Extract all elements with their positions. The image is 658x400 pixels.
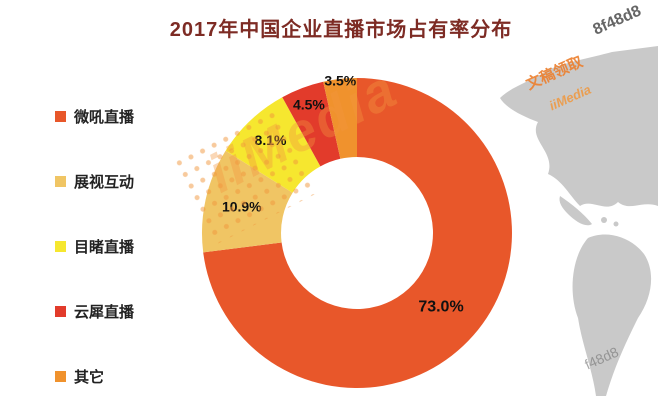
slice-value-label-2: 8.1%: [255, 132, 287, 148]
legend-swatch: [55, 371, 66, 382]
legend-item-label: 其它: [74, 369, 105, 386]
slice-value-label-3: 4.5%: [293, 97, 325, 113]
legend-item-label: 微吼直播: [74, 109, 135, 126]
legend-swatch: [55, 176, 66, 187]
legend-item: 其它: [55, 366, 134, 387]
legend-swatch: [55, 241, 66, 252]
world-map-silhouette: [500, 46, 658, 396]
slice-value-label-0: 73.0%: [418, 298, 463, 315]
legend-item-label: 展视互动: [74, 174, 135, 191]
donut-slice-0: [203, 78, 512, 389]
donut-slices: [201, 77, 512, 389]
legend-item: 目睹直播: [55, 236, 134, 257]
legend-item: 展视互动: [55, 171, 134, 192]
legend-item-label: 目睹直播: [74, 239, 135, 256]
map-island: [613, 221, 619, 227]
legend-item: 微吼直播: [55, 106, 134, 127]
chart-title: 2017年中国企业直播市场占有率分布: [169, 19, 513, 41]
map-south-america: [572, 234, 652, 396]
legend: 微吼直播展视互动目睹直播云犀直播其它: [55, 106, 134, 387]
donut-slice-4: [323, 77, 357, 159]
slice-value-label-1: 10.9%: [222, 198, 262, 214]
map-north-america: [500, 46, 658, 207]
legend-swatch: [55, 306, 66, 317]
legend-item: 云犀直播: [55, 301, 134, 322]
legend-swatch: [55, 111, 66, 122]
slice-value-label-4: 3.5%: [324, 73, 356, 89]
map-island: [601, 217, 607, 223]
legend-item-label: 云犀直播: [74, 304, 135, 321]
map-central-america: [559, 196, 592, 226]
